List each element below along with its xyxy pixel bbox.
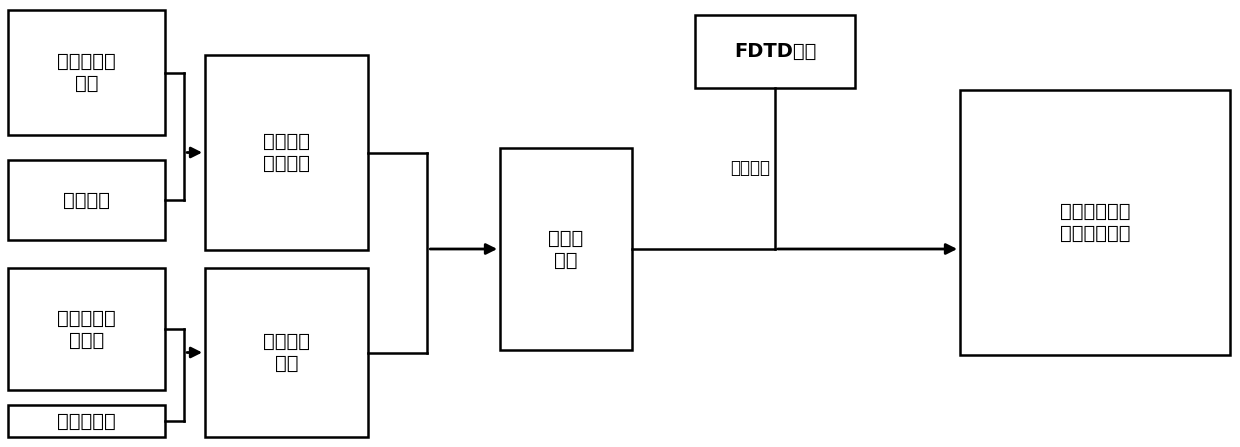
Bar <box>500 148 632 350</box>
Text: 等效分布
源项: 等效分布 源项 <box>263 332 310 373</box>
Text: FDTD方法: FDTD方法 <box>734 42 816 61</box>
Bar <box>205 55 368 250</box>
Text: 单位长度
分布参数: 单位长度 分布参数 <box>263 132 310 173</box>
Text: 微带线和端接
电路瞬态响应: 微带线和端接 电路瞬态响应 <box>1060 202 1130 243</box>
Bar <box>7 268 165 390</box>
Bar <box>7 160 165 240</box>
Text: 传输线
方程: 传输线 方程 <box>548 228 584 270</box>
Text: 微带线结构
参数: 微带线结构 参数 <box>57 52 115 93</box>
Text: 亚网格技术: 亚网格技术 <box>57 412 115 430</box>
Text: 经验公式: 经验公式 <box>63 190 110 210</box>
Bar <box>960 90 1230 355</box>
Text: 差分离散: 差分离散 <box>730 160 770 177</box>
Bar <box>7 10 165 135</box>
Text: 时域有限差
分方法: 时域有限差 分方法 <box>57 308 115 350</box>
Bar <box>7 405 165 437</box>
Bar <box>694 15 856 88</box>
Bar <box>205 268 368 437</box>
